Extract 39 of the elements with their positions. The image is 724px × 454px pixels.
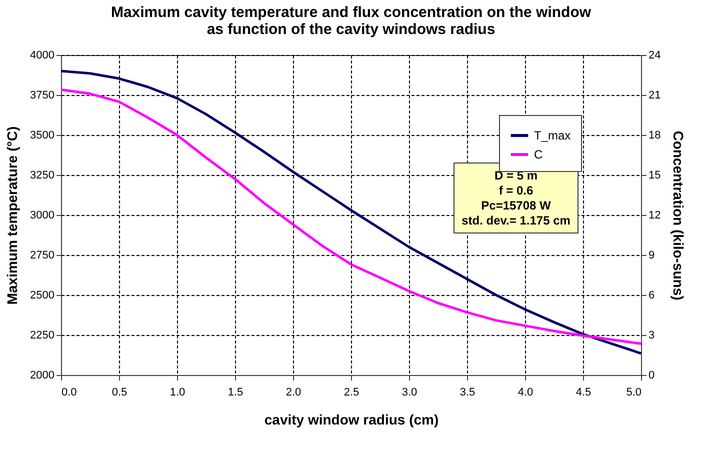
y2-tick-label: 21: [648, 90, 661, 102]
x-tick-label: 1.0: [170, 386, 186, 398]
y-tick-label: 3000: [30, 210, 54, 222]
text: Maximum cavity temperature and flux concentration on the window: [110, 4, 592, 21]
y2-axis-title: Concentration (kilo-suns): [670, 130, 687, 300]
y-tick-label: 2500: [30, 290, 54, 302]
x-tick-label: 0.5: [112, 386, 128, 398]
y-tick-label: 3500: [30, 130, 54, 142]
annotation: std. dev.= 1.175 cm: [462, 214, 570, 228]
y-tick-label: 3750: [30, 90, 54, 102]
y2-tick-label: 3: [648, 330, 655, 342]
y-tick-label: 3250: [30, 170, 54, 182]
y2-tick-label: 12: [648, 210, 661, 222]
y-tick-label: 2750: [30, 250, 54, 262]
annotation: f = 0.6: [498, 184, 534, 198]
text: as function of the cavity windows radius: [206, 21, 496, 38]
x-tick-label: 0.0: [62, 386, 77, 398]
x-tick-label: 5.0: [626, 386, 642, 398]
annotation: Pc=15708 W: [481, 198, 552, 212]
y2-tick-label: 15: [648, 170, 661, 182]
y-tick-label: 2250: [30, 330, 54, 342]
x-axis-title: cavity window radius (cm): [264, 412, 439, 428]
y2-tick-label: 6: [648, 290, 655, 302]
x-tick-label: 3.0: [402, 386, 418, 398]
y-axis-title: Maximum temperature (°C): [4, 126, 20, 305]
legend-label: T_max: [534, 128, 571, 142]
x-tick-label: 1.5: [228, 386, 244, 398]
y-tick-label: 2000: [30, 370, 54, 382]
x-tick-label: 4.5: [576, 386, 592, 398]
y2-tick-label: 9: [648, 250, 655, 262]
x-tick-label: 3.5: [460, 386, 476, 398]
y2-tick-label: 18: [648, 130, 661, 142]
y-tick-label: 4000: [30, 50, 54, 62]
y2-tick-label: 0: [648, 370, 655, 382]
x-tick-label: 2.0: [286, 386, 302, 398]
y2-tick-label: 24: [648, 50, 661, 62]
x-tick-label: 4.0: [518, 386, 534, 398]
legend-label: C: [534, 148, 543, 162]
x-tick-label: 2.5: [344, 386, 360, 398]
